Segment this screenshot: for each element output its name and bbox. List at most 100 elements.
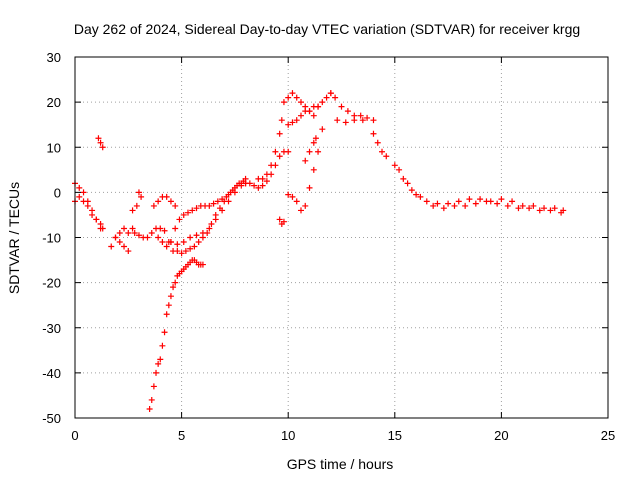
x-tick-label: 25 <box>601 428 615 443</box>
data-point <box>174 241 181 248</box>
data-point <box>231 189 238 196</box>
data-series-arc-19 <box>302 135 319 164</box>
data-point <box>477 196 484 203</box>
data-point <box>174 248 181 255</box>
y-tick-label: -50 <box>42 411 61 426</box>
data-point <box>370 130 377 137</box>
data-point <box>466 196 473 203</box>
data-point <box>551 205 558 212</box>
data-point <box>167 239 174 246</box>
data-point <box>289 90 296 97</box>
data-point <box>131 229 138 236</box>
data-point <box>530 202 537 209</box>
data-point <box>116 229 123 236</box>
data-point <box>519 202 526 209</box>
data-point <box>150 202 157 209</box>
data-point <box>483 198 490 205</box>
data-series-arc-25 <box>430 198 565 216</box>
data-point <box>310 112 317 119</box>
x-tick-label: 10 <box>281 428 295 443</box>
data-point <box>93 216 100 223</box>
data-point <box>157 356 164 363</box>
data-point <box>251 182 258 189</box>
data-point <box>259 175 266 182</box>
data-point <box>434 200 441 207</box>
data-point <box>129 225 136 232</box>
data-point <box>293 198 300 205</box>
data-point <box>242 175 249 182</box>
data-point <box>180 239 187 246</box>
data-point <box>338 103 345 110</box>
data-point <box>285 121 292 128</box>
data-point <box>404 180 411 187</box>
data-series-arc-22 <box>370 130 390 160</box>
data-point <box>163 311 170 318</box>
data-point <box>391 162 398 169</box>
data-point <box>344 108 351 115</box>
data-point <box>370 117 377 124</box>
data-point <box>310 166 317 173</box>
data-series-arc-5 <box>112 225 136 241</box>
data-point <box>342 119 349 126</box>
data-point <box>189 207 196 214</box>
data-series-arc-10 <box>165 180 249 257</box>
data-point <box>191 243 198 250</box>
grid-layer <box>75 57 608 418</box>
data-point <box>178 250 185 257</box>
data-point <box>357 112 364 119</box>
y-tick-label: -40 <box>42 366 61 381</box>
data-series-arc-21 <box>334 117 366 126</box>
data-point <box>323 94 330 101</box>
data-point <box>112 234 119 241</box>
data-point <box>182 248 189 255</box>
data-point <box>285 148 292 155</box>
data-series-arc-15 <box>276 216 287 227</box>
data-series-arc-14 <box>255 117 285 182</box>
data-point <box>268 162 275 169</box>
data-point <box>97 139 104 146</box>
x-tick-label: 15 <box>388 428 402 443</box>
data-point <box>206 225 213 232</box>
data-point <box>161 329 168 336</box>
data-point <box>451 202 458 209</box>
data-point <box>306 184 313 191</box>
data-point <box>153 369 160 376</box>
y-tick-label: -30 <box>42 321 61 336</box>
data-point <box>125 229 132 236</box>
data-point <box>193 232 200 239</box>
data-point <box>172 202 179 209</box>
data-point <box>80 198 87 205</box>
data-point <box>225 198 232 205</box>
data-point <box>455 198 462 205</box>
data-point <box>276 153 283 160</box>
data-point <box>359 117 366 124</box>
data-point <box>95 135 102 142</box>
data-point <box>494 200 501 207</box>
y-tick-label: 20 <box>47 95 61 110</box>
data-point <box>498 196 505 203</box>
data-point <box>408 187 415 194</box>
data-marks-layer <box>72 90 567 412</box>
data-series-arc-18 <box>285 126 326 214</box>
data-point <box>199 261 206 268</box>
data-point <box>351 117 358 124</box>
data-point <box>276 130 283 137</box>
data-point <box>116 239 123 246</box>
y-tick-label: 30 <box>47 50 61 65</box>
data-point <box>417 193 424 200</box>
data-point <box>199 229 206 236</box>
data-point <box>312 135 319 142</box>
data-point <box>180 211 187 218</box>
data-point <box>462 202 469 209</box>
data-point <box>155 234 162 241</box>
data-point <box>547 207 554 214</box>
data-point <box>163 243 170 250</box>
y-tick-label: 0 <box>54 185 61 200</box>
data-point <box>297 112 304 119</box>
data-point <box>187 234 194 241</box>
data-point <box>374 139 381 146</box>
y-tick-label: 10 <box>47 140 61 155</box>
ticks-layer <box>74 56 609 419</box>
data-point <box>170 284 177 291</box>
